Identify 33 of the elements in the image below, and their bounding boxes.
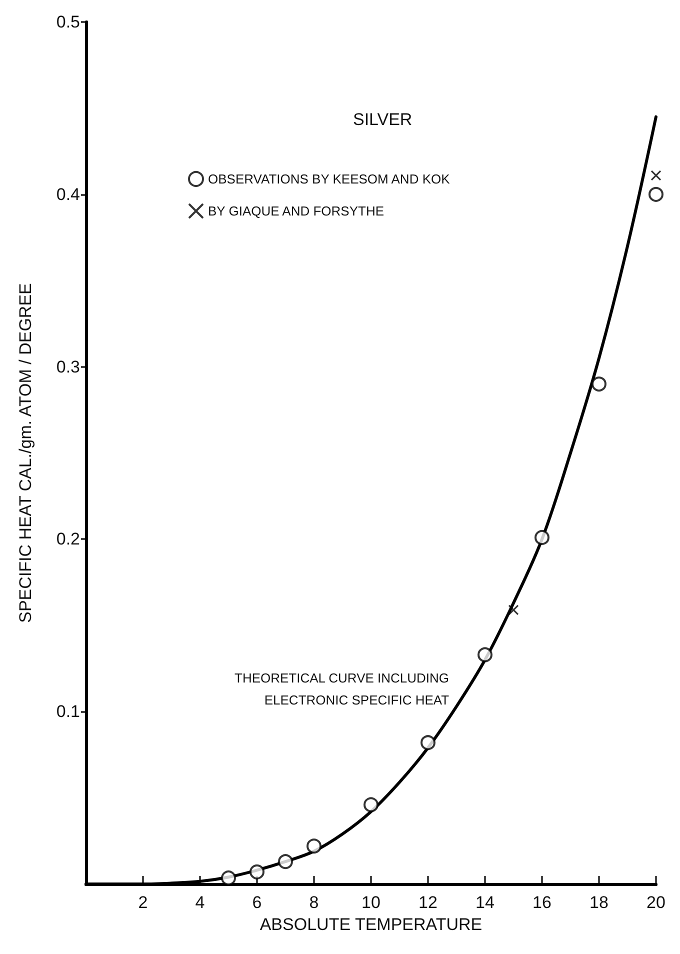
annotation: THEORETICAL CURVE INCLUDING ELECTRONIC SPECIFIC HEAT	[234, 670, 450, 708]
point	[278, 854, 293, 870]
y-tick-label: 0.1	[56, 702, 80, 722]
x-tick-label: 20	[646, 893, 666, 912]
text: SILVER	[353, 110, 412, 129]
point	[534, 530, 550, 545]
x-tick-label: 8	[309, 893, 319, 912]
y-tick-label: 0.2	[56, 530, 80, 549]
x-axis-title: ABSOLUTE TEMPERATURE	[260, 915, 482, 934]
y-tick-label: 0.3	[56, 357, 80, 376]
point	[221, 870, 236, 886]
point	[650, 170, 662, 181]
legend-label: BY GIAQUE AND FORSYTHE	[208, 204, 384, 218]
y-tick-label: 0.5	[56, 12, 80, 32]
y-axis-title: SPECIFIC HEAT CAL./gm. ATOM / DEGREE	[16, 283, 35, 623]
x-tick-label: 16	[532, 893, 552, 912]
x-tick-label: 14	[476, 893, 494, 912]
x-tick-label: 2	[138, 893, 148, 912]
x-tick-label: 12	[418, 893, 438, 912]
point	[420, 735, 436, 750]
x-tick-label: 18	[590, 893, 608, 912]
x-tick-label: 4	[195, 893, 205, 912]
point	[306, 838, 322, 854]
x-tick-label: 6	[252, 893, 262, 912]
point	[648, 186, 664, 202]
point	[364, 797, 378, 812]
point	[250, 864, 264, 880]
point	[592, 376, 606, 392]
legend-label: OBSERVATIONS BY KEESOM AND KOK	[208, 172, 450, 186]
point	[478, 647, 492, 662]
point	[508, 604, 519, 616]
y-tick-label: 0.4	[56, 184, 80, 204]
x-tick-label: 10	[362, 893, 380, 912]
